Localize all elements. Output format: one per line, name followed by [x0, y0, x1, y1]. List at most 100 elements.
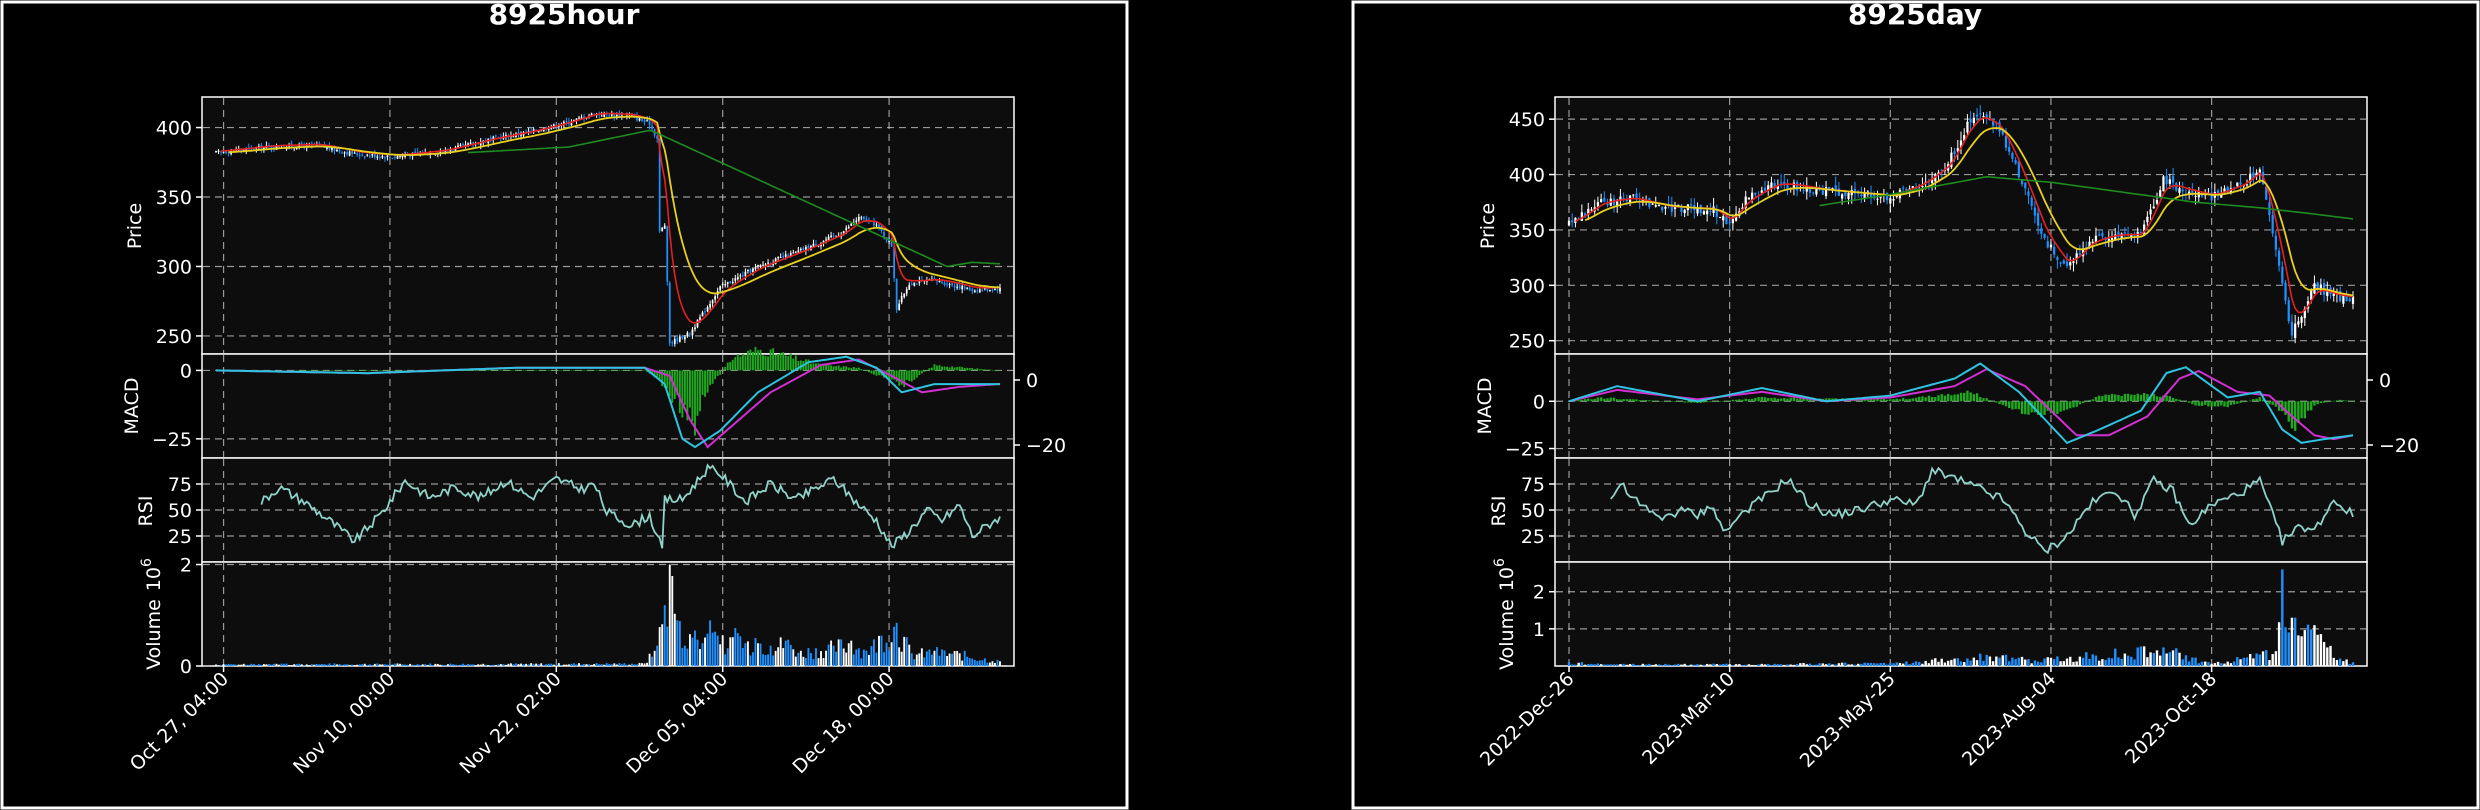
macd-hist-bar: [835, 366, 838, 371]
candle-body: [1879, 197, 1882, 199]
volume-bar: [946, 655, 949, 666]
candle-body: [489, 137, 492, 139]
macd-hist-bar: [2287, 401, 2290, 422]
macd-hist-bar: [2014, 401, 2017, 410]
volume-bar: [1709, 664, 1712, 666]
candle-body: [951, 283, 953, 286]
macd-hist-bar: [845, 366, 848, 371]
y-tick-label: 0: [180, 360, 192, 382]
volume-bar: [2187, 661, 2191, 666]
macd-hist-bar: [1680, 401, 1683, 402]
candle-body: [1763, 187, 1767, 191]
macd-hist-bar: [772, 348, 775, 371]
macd-hist-bar: [1596, 397, 1600, 402]
macd-hist-bar: [1593, 398, 1596, 402]
macd-hist-bar: [1824, 398, 1828, 402]
macd-hist-bar: [746, 350, 749, 371]
candle-body: [709, 303, 711, 308]
volume-bar: [2152, 653, 2155, 666]
macd-hist-bar: [613, 370, 616, 372]
candle-body: [807, 246, 810, 249]
macd-hist-bar: [847, 367, 850, 371]
macd-hist-bar: [1924, 397, 1927, 402]
macd-hist-bar: [2303, 401, 2307, 419]
macd-hist-bar: [754, 346, 757, 371]
macd-hist-bar: [2104, 394, 2107, 402]
candle-body: [694, 327, 696, 330]
volume-bar: [2142, 646, 2146, 666]
macd-hist-bar: [1776, 398, 1780, 402]
macd-hist-bar: [777, 353, 780, 371]
volume-bar: [2232, 661, 2236, 666]
macd-hist-bar: [525, 370, 528, 372]
volume-bar: [285, 663, 288, 666]
volume-bar: [641, 663, 643, 666]
volume-bar: [2001, 655, 2004, 666]
candle-body: [2277, 250, 2281, 266]
candle-body: [479, 141, 482, 146]
volume-bar: [1921, 663, 1924, 666]
candle-body: [603, 113, 606, 117]
candle-body: [696, 319, 699, 328]
volume-bar: [1879, 663, 1882, 666]
macd-hist-bar: [1683, 401, 1686, 403]
y-tick-label: 350: [1509, 220, 1545, 242]
macd-hist-bar: [527, 370, 530, 372]
macd-hist-bar: [1995, 401, 1998, 403]
volume-bar: [840, 639, 843, 666]
candle-body: [668, 282, 671, 344]
candle-body: [2191, 189, 2194, 195]
macd-hist-bar: [1715, 401, 1719, 402]
volume-bar: [1975, 660, 1979, 666]
macd-hist-bar: [1792, 397, 1796, 402]
macd-hist-bar: [1747, 399, 1751, 402]
candle-body: [741, 275, 744, 277]
volume-bar: [598, 664, 601, 666]
macd-hist-bar: [688, 370, 691, 408]
volume-bar: [822, 658, 825, 666]
candle-body: [701, 312, 704, 317]
macd-hist-bar: [336, 370, 338, 372]
volume-bar: [928, 649, 931, 666]
volume-bar: [305, 664, 308, 666]
volume-bar: [807, 648, 810, 666]
volume-bar: [752, 652, 754, 666]
macd-hist-bar: [2203, 401, 2207, 405]
volume-bar: [567, 664, 570, 666]
macd-hist-bar: [1583, 399, 1587, 402]
macd-hist-bar: [575, 370, 578, 372]
macd-hist-bar: [2123, 393, 2127, 402]
candle-body: [563, 121, 565, 125]
volume-label-text: Volume: [143, 599, 165, 670]
volume-series: [1567, 569, 2355, 667]
volume-bar: [976, 661, 979, 666]
candle-body: [2281, 266, 2284, 284]
volume-bar: [2146, 657, 2149, 666]
macd-hist-bar: [391, 370, 394, 372]
volume-bar: [719, 644, 722, 666]
candle-body: [994, 288, 996, 290]
volume-bar: [396, 663, 399, 666]
volume-bar: [2165, 653, 2168, 666]
volume-bar: [295, 663, 298, 666]
volume-bar: [2049, 657, 2053, 666]
candle-body: [888, 240, 890, 242]
candle-body: [744, 271, 747, 276]
volume-bar: [961, 660, 964, 666]
volume-bar: [656, 645, 659, 666]
macd-hist-bar: [562, 370, 565, 372]
macd-hist-bar: [504, 370, 507, 372]
macd-hist-bar: [530, 370, 533, 372]
candle-body: [2117, 231, 2120, 238]
volume-bar: [2075, 661, 2078, 666]
candle-body: [971, 289, 974, 292]
candle-body: [883, 232, 885, 237]
macd-hist-bar: [1651, 400, 1654, 402]
macd-hist-bar: [290, 370, 293, 372]
candle-body: [1963, 134, 1966, 141]
volume-bar: [267, 664, 270, 666]
macd-hist-bar: [477, 370, 480, 372]
macd-series: [215, 346, 1001, 449]
macd-hist-bar: [2046, 401, 2049, 411]
